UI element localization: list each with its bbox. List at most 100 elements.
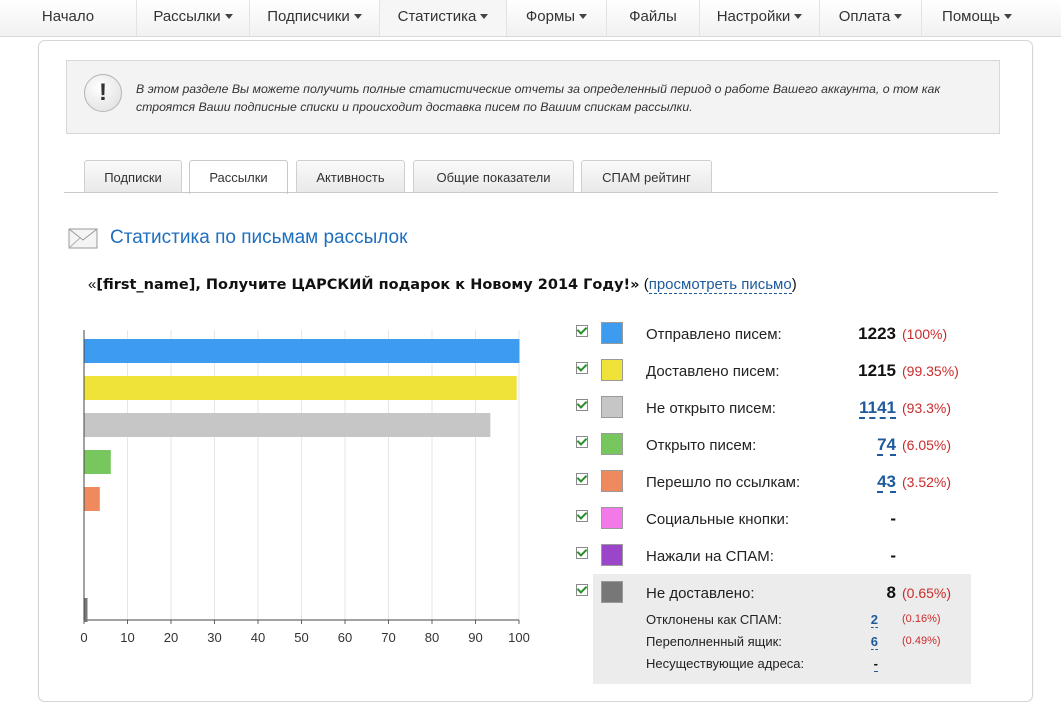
series-checkbox[interactable] xyxy=(576,325,588,337)
x-tick-label: 20 xyxy=(164,630,178,645)
tab-0[interactable]: Подписки xyxy=(84,160,182,192)
x-tick-label: 10 xyxy=(120,630,134,645)
nav-item-5[interactable]: Файлы xyxy=(607,0,700,36)
legend-value: 1215 xyxy=(810,361,896,381)
legend-swatch xyxy=(601,507,623,529)
x-tick-label: 70 xyxy=(381,630,395,645)
nav-item-3[interactable]: Статистика xyxy=(380,0,507,36)
info-text: В этом разделе Вы можете получить полные… xyxy=(136,82,941,114)
sublegend-percent: (0.16%) xyxy=(902,613,941,625)
nav-item-label: Настройки xyxy=(716,8,791,25)
legend-label: Открыто писем: xyxy=(646,437,757,454)
email-subject-open-quote: « xyxy=(88,276,97,293)
series-checkbox[interactable] xyxy=(576,510,588,522)
email-subject: [first_name], Получите ЦАРСКИЙ подарок к… xyxy=(96,277,640,293)
legend-row: Не доставлено: 8 (0.65%) xyxy=(570,575,980,612)
nav-item-2[interactable]: Подписчики xyxy=(250,0,380,36)
nav-item-label: Статистика xyxy=(397,8,477,25)
legend-label: Отправлено писем: xyxy=(646,326,782,343)
sublegend-row: Отклонены как СПАМ: 2 (0.16%) xyxy=(570,612,980,634)
legend-swatch xyxy=(601,433,623,455)
view-link-close-paren: ) xyxy=(791,276,797,293)
sublegend-label: Переполненный ящик: xyxy=(646,634,782,649)
legend-value-text: 8 xyxy=(886,583,896,602)
tab-3[interactable]: Общие показатели xyxy=(413,160,574,192)
series-checkbox[interactable] xyxy=(576,584,588,596)
series-checkbox[interactable] xyxy=(576,399,588,411)
legend-swatch xyxy=(601,359,623,381)
tab-4[interactable]: СПАМ рейтинг xyxy=(581,160,712,192)
bar-4 xyxy=(84,487,100,511)
x-tick-label: 60 xyxy=(338,630,352,645)
legend-row: Открыто писем: 74 (6.05%) xyxy=(570,427,980,464)
legend-value-text: 1223 xyxy=(858,324,896,343)
legend-swatch xyxy=(601,544,623,566)
nav-item-0[interactable]: Начало xyxy=(0,0,137,36)
nav-item-6[interactable]: Настройки xyxy=(700,0,820,36)
nav-item-7[interactable]: Оплата xyxy=(820,0,922,36)
sublegend-label: Отклонены как СПАМ: xyxy=(646,612,782,627)
legend-value-link[interactable]: 74 xyxy=(877,435,896,456)
tab-1[interactable]: Рассылки xyxy=(189,160,288,194)
sublegend-value: - xyxy=(810,656,878,672)
series-checkbox[interactable] xyxy=(576,362,588,374)
legend-value[interactable]: 74 xyxy=(810,435,896,456)
chevron-down-icon xyxy=(1003,13,1012,19)
view-email-link[interactable]: просмотреть письмо xyxy=(648,276,792,294)
legend-percent: (100%) xyxy=(902,326,948,342)
bar-2 xyxy=(84,413,491,437)
nav-item-label: Файлы xyxy=(629,8,677,25)
legend-row: Отправлено писем: 1223 (100%) xyxy=(570,316,980,353)
sublegend-value-link[interactable]: 6 xyxy=(870,634,878,650)
sublegend-value[interactable]: 6 xyxy=(810,634,878,650)
nav-item-label: Подписчики xyxy=(267,8,350,25)
chevron-down-icon xyxy=(480,13,489,19)
legend-row: Социальные кнопки: - xyxy=(570,501,980,538)
series-checkbox[interactable] xyxy=(576,473,588,485)
chevron-down-icon xyxy=(894,13,903,19)
legend-label: Доставлено писем: xyxy=(646,363,780,380)
legend-value-text: - xyxy=(890,546,896,565)
chevron-down-icon xyxy=(794,13,803,19)
top-navigation: Начало Рассылки Подписчики Статистика Формы Ф… xyxy=(0,0,1061,37)
x-tick-label: 50 xyxy=(294,630,308,645)
sublegend-row: Переполненный ящик: 6 (0.49%) xyxy=(570,634,980,656)
nav-item-4[interactable]: Формы xyxy=(507,0,607,36)
bar-1 xyxy=(84,376,517,400)
legend-value[interactable]: 1141 xyxy=(810,398,896,419)
legend-row: Нажали на СПАМ: - xyxy=(570,538,980,575)
nav-item-8[interactable]: Помощь xyxy=(922,0,1032,36)
legend-percent: (0.65%) xyxy=(902,585,952,601)
sublegend-row: Несуществующие адреса: - xyxy=(570,656,980,678)
legend-swatch xyxy=(601,581,623,603)
nav-item-1[interactable]: Рассылки xyxy=(137,0,250,36)
legend-percent: (99.35%) xyxy=(902,363,959,379)
legend-value[interactable]: 43 xyxy=(810,472,896,493)
sublegend-percent: (0.49%) xyxy=(902,635,941,647)
series-checkbox[interactable] xyxy=(576,547,588,559)
nav-item-label: Оплата xyxy=(838,8,891,25)
tab-2[interactable]: Активность xyxy=(296,160,405,192)
series-checkbox[interactable] xyxy=(576,436,588,448)
legend-value-link[interactable]: 1141 xyxy=(859,398,896,419)
sublegend-value-text: - xyxy=(873,656,878,672)
exclamation-icon: ! xyxy=(84,74,122,112)
sublegend-value[interactable]: 2 xyxy=(810,612,878,628)
legend-label: Не доставлено: xyxy=(646,585,755,602)
legend-value-link[interactable]: 43 xyxy=(877,472,896,493)
legend-row: Доставлено писем: 1215 (99.35%) xyxy=(570,353,980,390)
nav-item-label: Начало xyxy=(41,8,95,25)
chevron-down-icon xyxy=(353,13,362,19)
x-tick-label: 0 xyxy=(80,630,87,645)
legend-label: Не открыто писем: xyxy=(646,400,776,417)
bar-3 xyxy=(84,450,111,474)
bar-chart: 0 10 20 30 40 50 60 70 80 90 100 xyxy=(80,330,530,645)
chevron-down-icon xyxy=(224,13,233,19)
legend-percent: (6.05%) xyxy=(902,437,952,453)
bar-0 xyxy=(84,339,520,363)
sublegend-value-link[interactable]: 2 xyxy=(870,612,878,628)
legend-swatch xyxy=(601,322,623,344)
legend-value: 8 xyxy=(810,583,896,603)
view-link-open-paren: ( xyxy=(639,276,649,293)
legend-label: Социальные кнопки: xyxy=(646,511,790,528)
